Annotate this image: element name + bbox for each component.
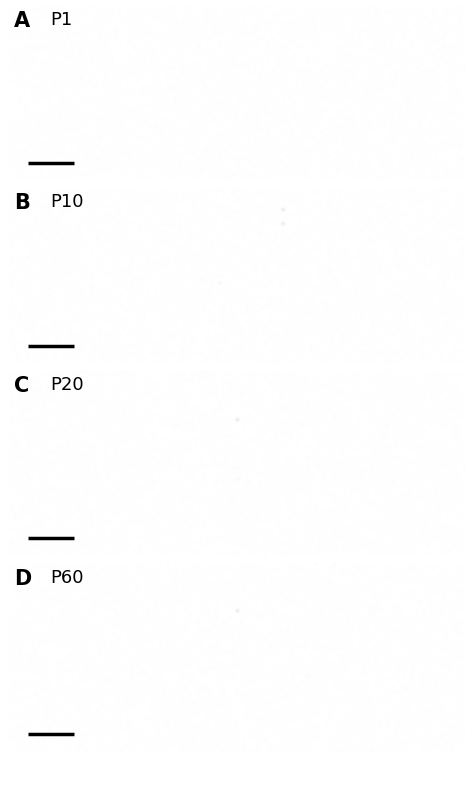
- Text: P60: P60: [50, 569, 84, 587]
- Text: B: B: [14, 194, 30, 213]
- Text: C: C: [14, 376, 29, 396]
- Text: P10: P10: [50, 194, 84, 212]
- Text: P1: P1: [50, 11, 73, 29]
- Text: P20: P20: [50, 376, 84, 394]
- Text: A: A: [14, 11, 30, 31]
- Text: D: D: [14, 569, 31, 589]
